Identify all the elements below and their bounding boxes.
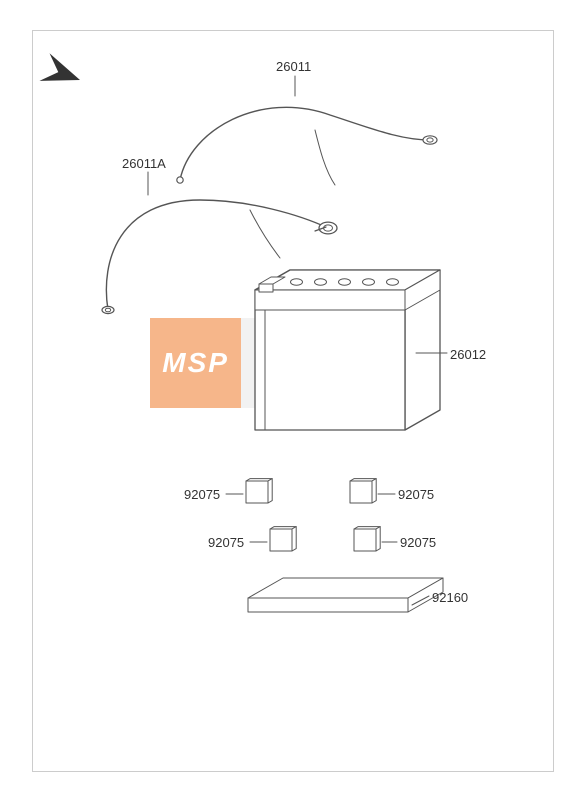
label-92075-c: 92075 bbox=[398, 487, 434, 502]
label-26012: 26012 bbox=[450, 347, 486, 362]
label-92075-d: 92075 bbox=[400, 535, 436, 550]
label-26011a: 26011A bbox=[122, 156, 166, 171]
label-92075-b: 92075 bbox=[208, 535, 244, 550]
label-26011: 26011 bbox=[276, 59, 311, 74]
diagram-svg bbox=[0, 0, 584, 800]
label-92075-a: 92075 bbox=[184, 487, 220, 502]
diagram-canvas: MSP MOTORCYCLE SPARE PARTS 26011 26011A … bbox=[0, 0, 584, 800]
label-92160: 92160 bbox=[432, 590, 468, 605]
